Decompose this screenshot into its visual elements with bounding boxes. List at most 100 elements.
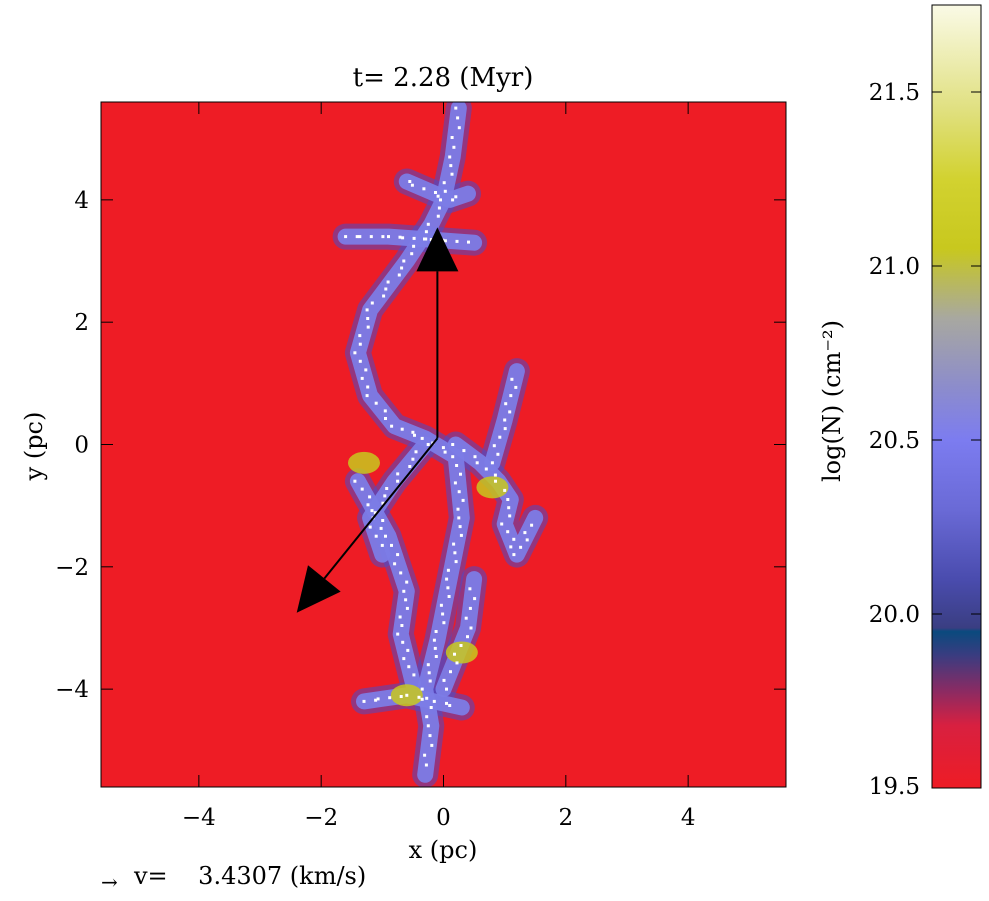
dense-region-2 bbox=[476, 476, 509, 499]
filament-branch-2 bbox=[398, 173, 476, 208]
tracer-point bbox=[436, 214, 440, 218]
colorbar-tick-label: 19.5 bbox=[869, 774, 920, 800]
tracer-point bbox=[396, 472, 400, 476]
tracer-point bbox=[459, 533, 463, 537]
tracer-point bbox=[402, 589, 406, 593]
vector-shaft-2 bbox=[323, 437, 439, 580]
tracer-point bbox=[509, 545, 513, 549]
x-axis: −4 −2 0 2 4 bbox=[182, 102, 695, 831]
tracer-point bbox=[404, 598, 408, 602]
tracer-point bbox=[383, 494, 387, 498]
tracer-point bbox=[452, 542, 456, 546]
tracer-point bbox=[443, 450, 447, 454]
tracer-point bbox=[402, 259, 406, 263]
velocity-vectors bbox=[296, 227, 459, 613]
tracer-point bbox=[439, 603, 443, 607]
tracer-point bbox=[420, 436, 424, 440]
tracer-point bbox=[493, 473, 497, 477]
tracer-point bbox=[432, 638, 436, 642]
tracer-point bbox=[459, 472, 462, 476]
tracer-point bbox=[514, 385, 518, 389]
tracer-point bbox=[400, 427, 404, 431]
tracer-point bbox=[422, 187, 426, 191]
tracer-point bbox=[376, 697, 380, 701]
colorbar-frame bbox=[931, 4, 982, 789]
tracer-point bbox=[425, 715, 429, 719]
tracer-point bbox=[468, 587, 472, 591]
tracer-point bbox=[434, 191, 437, 194]
tracer-point bbox=[503, 488, 507, 492]
tracer-point bbox=[366, 385, 370, 389]
tracer-point bbox=[461, 498, 465, 502]
tracer-point bbox=[507, 506, 511, 510]
tracer-point bbox=[446, 586, 450, 590]
tracer-point bbox=[454, 106, 458, 110]
tracer-point bbox=[484, 467, 488, 471]
tracer-point bbox=[374, 534, 378, 538]
tracer-point bbox=[429, 238, 433, 242]
tracer-point bbox=[353, 351, 357, 355]
filament-branch-8 bbox=[435, 571, 483, 698]
tracer-point bbox=[384, 534, 387, 538]
y-axis: −4 −2 0 2 4 bbox=[55, 188, 786, 703]
filament-branch-3 bbox=[447, 436, 544, 563]
tracer-point bbox=[429, 706, 433, 709]
tracer-point bbox=[496, 452, 500, 456]
tracer-point bbox=[358, 334, 362, 338]
tracer-point bbox=[451, 198, 455, 202]
tracer-point bbox=[450, 136, 454, 139]
tracer-point bbox=[408, 465, 412, 468]
tracer-point bbox=[384, 287, 388, 291]
tracer-point bbox=[366, 325, 370, 329]
tracer-point bbox=[508, 410, 512, 414]
tracer-point bbox=[457, 516, 461, 520]
tracer-point bbox=[530, 523, 534, 527]
tracer-point bbox=[406, 648, 410, 652]
tracer-point bbox=[386, 280, 390, 284]
tracer-point bbox=[441, 446, 445, 450]
tracer-point bbox=[364, 368, 368, 372]
colorbar-label: log(N) (cm⁻²) bbox=[818, 320, 846, 482]
y-tick-label: 4 bbox=[74, 188, 89, 214]
tracer-point bbox=[379, 526, 383, 530]
tracer-point bbox=[454, 195, 458, 199]
tracer-point bbox=[467, 240, 470, 244]
tracer-point bbox=[449, 164, 453, 168]
tracer-point bbox=[455, 464, 459, 467]
tracer-point bbox=[442, 181, 446, 185]
tracer-point bbox=[503, 418, 507, 422]
tracer-point bbox=[380, 543, 384, 547]
tracer-point bbox=[446, 568, 450, 572]
tracer-point bbox=[407, 665, 411, 669]
tracer-point bbox=[450, 172, 454, 176]
tracer-point bbox=[365, 308, 369, 312]
tracer-point bbox=[457, 490, 461, 494]
tracer-point bbox=[381, 519, 385, 522]
tracer-point bbox=[449, 670, 452, 674]
tracer-point bbox=[388, 696, 392, 700]
tracer-point bbox=[400, 624, 404, 627]
tracer-point bbox=[412, 673, 416, 677]
x-axis-label: x (pc) bbox=[409, 836, 478, 864]
tracer-point bbox=[468, 606, 472, 610]
tracer-point bbox=[426, 443, 430, 446]
tracer-point bbox=[455, 239, 459, 243]
tracer-point bbox=[459, 644, 463, 647]
tracer-point bbox=[410, 183, 414, 187]
tracer-point bbox=[410, 252, 414, 256]
tracer-point bbox=[417, 695, 421, 699]
tracer-point bbox=[441, 612, 445, 616]
tracer-point bbox=[428, 734, 432, 738]
tracer-point bbox=[411, 457, 415, 461]
tracer-point bbox=[492, 444, 496, 448]
tracer-point bbox=[399, 695, 403, 698]
x-tick-label: 2 bbox=[559, 805, 574, 831]
colorbar bbox=[932, 5, 981, 788]
tracer-point bbox=[383, 409, 387, 413]
tracer-point bbox=[385, 487, 389, 490]
dense-region-3 bbox=[347, 451, 380, 474]
tracer-point bbox=[405, 580, 409, 584]
x-tick-label: 0 bbox=[436, 805, 451, 831]
tracer-point bbox=[523, 531, 527, 535]
